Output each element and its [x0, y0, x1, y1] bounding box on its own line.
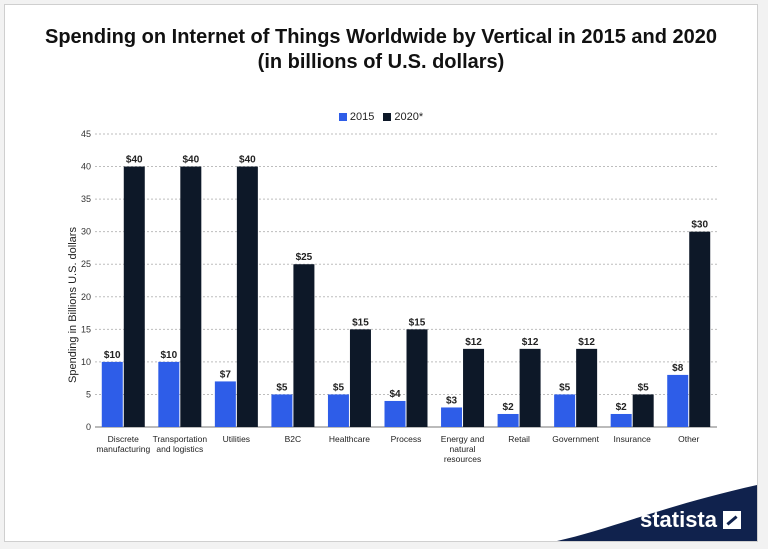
bar-2015[interactable] [101, 361, 123, 427]
x-tick-label: Retail [508, 434, 530, 444]
data-label: $15 [352, 317, 369, 328]
data-label: $25 [296, 252, 313, 263]
data-label: $15 [409, 317, 426, 328]
data-label: $3 [446, 395, 458, 406]
chart-frame: Spending on Internet of Things Worldwide… [4, 4, 758, 542]
brand-band [557, 485, 757, 541]
y-tick-label: 20 [81, 292, 91, 302]
data-label: $8 [672, 363, 684, 374]
data-label: $12 [578, 337, 595, 348]
x-tick-label: Healthcare [329, 434, 370, 444]
x-tick-label: Energy and [441, 434, 485, 444]
bar-2015[interactable] [554, 394, 576, 427]
bar-2020[interactable] [123, 166, 145, 428]
y-tick-label: 35 [81, 194, 91, 204]
bar-chart-plot: 0 5 10 15 20 25 30 35 40 45 $10 $40 Discretemanufact… [81, 129, 717, 464]
bar-2015[interactable] [497, 413, 519, 427]
y-tick-label: 10 [81, 357, 91, 367]
legend-label-2020: 2020* [394, 111, 424, 123]
y-tick-label: 25 [81, 259, 91, 269]
bar-2015[interactable] [327, 394, 349, 427]
data-label: $12 [465, 337, 482, 348]
y-tick-label: 40 [81, 162, 91, 172]
data-label: $5 [559, 382, 571, 393]
bar-2020[interactable] [576, 348, 598, 427]
legend-item-2015[interactable]: 2015 [338, 111, 375, 123]
x-tick-label: Discrete [108, 434, 139, 444]
x-tick-label: Transportation [153, 434, 208, 444]
data-label: $40 [126, 155, 143, 166]
data-label: $40 [182, 155, 199, 166]
bar-2015[interactable] [610, 413, 632, 427]
bar-2015[interactable] [271, 394, 293, 427]
bar-2020[interactable] [519, 348, 541, 427]
x-tick-label: Insurance [614, 434, 652, 444]
bar-2020[interactable] [236, 166, 258, 428]
chart-title-line-2: (in billions of U.S. dollars) [257, 51, 505, 73]
brand-name: statista [639, 507, 717, 532]
legend-swatch-2020 [383, 113, 392, 121]
data-label: $4 [389, 389, 401, 400]
x-tick-label: resources [444, 454, 481, 464]
data-label: $12 [522, 337, 539, 348]
data-label: $7 [220, 369, 232, 380]
bar-2020[interactable] [463, 348, 485, 427]
chart-title-line-1: Spending on Internet of Things Worldwide… [45, 26, 717, 48]
y-tick-label: 0 [86, 422, 91, 432]
bar-2015[interactable] [158, 361, 180, 427]
bar-2020[interactable] [406, 329, 428, 427]
chart-legend: 2015 2020* [5, 111, 757, 124]
bar-2015[interactable] [667, 374, 689, 427]
data-label: $40 [239, 155, 256, 166]
chart-title: Spending on Internet of Things Worldwide… [5, 25, 757, 75]
y-tick-label: 45 [81, 129, 91, 139]
x-tick-label: natural [450, 444, 476, 454]
statista-logo-icon [723, 511, 741, 529]
bar-2020[interactable] [632, 394, 654, 427]
x-tick-label: Other [678, 434, 699, 444]
y-tick-label: 5 [86, 389, 91, 399]
x-tick-label: manufacturing [96, 444, 150, 454]
bar-2015[interactable] [214, 381, 236, 427]
data-label: $5 [276, 382, 288, 393]
bar-2020[interactable] [689, 231, 711, 427]
x-tick-label: Government [552, 434, 599, 444]
y-tick-label: 30 [81, 227, 91, 237]
y-axis-label: Spending in Billions U.S. dollars [67, 227, 79, 383]
x-tick-label: B2C [285, 434, 302, 444]
x-tick-label: Utilities [223, 434, 250, 444]
bar-2015[interactable] [441, 407, 463, 427]
data-label: $2 [616, 402, 628, 413]
data-label: $30 [691, 220, 708, 231]
bar-2020[interactable] [293, 264, 315, 427]
x-tick-label: Process [391, 434, 422, 444]
bar-2020[interactable] [180, 166, 202, 428]
data-label: $10 [160, 350, 177, 361]
data-label: $5 [638, 382, 650, 393]
legend-label-2015: 2015 [349, 111, 375, 123]
y-tick-label: 15 [81, 324, 91, 334]
data-label: $5 [333, 382, 345, 393]
statista-logo[interactable]: statista [640, 507, 741, 533]
data-label: $2 [503, 402, 515, 413]
legend-item-2020[interactable]: 2020* [383, 111, 423, 123]
bar-2015[interactable] [384, 400, 406, 427]
bar-2020[interactable] [349, 329, 371, 427]
x-tick-label: and logistics [156, 444, 203, 454]
data-label: $10 [104, 350, 121, 361]
legend-swatch-2015 [338, 113, 347, 121]
